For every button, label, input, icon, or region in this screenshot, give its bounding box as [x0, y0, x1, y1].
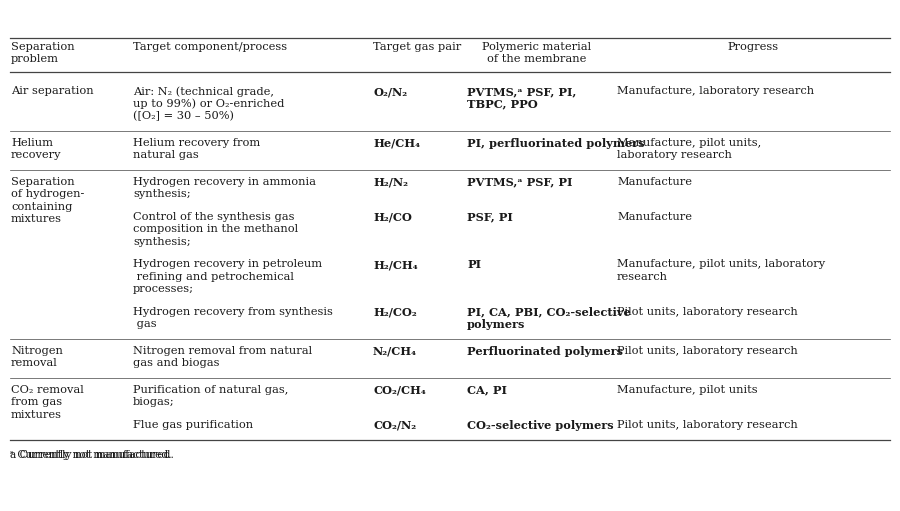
Text: Manufacture, laboratory research: Manufacture, laboratory research	[617, 86, 814, 96]
Text: CO₂/N₂: CO₂/N₂	[373, 420, 416, 430]
Text: of the membrane: of the membrane	[487, 54, 587, 64]
Text: PI, CA, PBI, CO₂-selective: PI, CA, PBI, CO₂-selective	[467, 307, 631, 317]
Text: polymers: polymers	[467, 319, 526, 330]
Text: Polymeric material: Polymeric material	[482, 42, 591, 52]
Text: Helium recovery from: Helium recovery from	[133, 137, 260, 148]
Text: biogas;: biogas;	[133, 397, 175, 407]
Text: Manufacture: Manufacture	[617, 212, 692, 221]
Text: H₂/CO: H₂/CO	[373, 212, 412, 222]
Text: Purification of natural gas,: Purification of natural gas,	[133, 384, 288, 394]
Text: from gas: from gas	[11, 397, 62, 407]
Text: ᵃ: ᵃ	[10, 450, 13, 459]
Text: Hydrogen recovery in petroleum: Hydrogen recovery in petroleum	[133, 259, 322, 269]
Text: Currently not manufactured.: Currently not manufactured.	[14, 450, 172, 460]
Text: Separation: Separation	[11, 176, 75, 187]
Text: ([O₂] = 30 – 50%): ([O₂] = 30 – 50%)	[133, 111, 234, 121]
Text: of hydrogen-: of hydrogen-	[11, 189, 85, 199]
Text: H₂/CO₂: H₂/CO₂	[373, 307, 417, 317]
Text: problem: problem	[11, 54, 59, 64]
Text: Flue gas purification: Flue gas purification	[133, 420, 253, 430]
Text: Target gas pair: Target gas pair	[373, 42, 461, 52]
Text: N₂/CH₄: N₂/CH₄	[373, 345, 417, 357]
Text: O₂/N₂: O₂/N₂	[373, 86, 407, 97]
Text: Manufacture: Manufacture	[617, 176, 692, 187]
Text: TBPC, PPO: TBPC, PPO	[467, 99, 538, 109]
Text: Pilot units, laboratory research: Pilot units, laboratory research	[617, 307, 797, 316]
Text: H₂/CH₄: H₂/CH₄	[373, 259, 418, 270]
Text: Air: N₂ (technical grade,: Air: N₂ (technical grade,	[133, 86, 274, 97]
Text: a Currently not manufactured.: a Currently not manufactured.	[10, 450, 174, 460]
Text: Pilot units, laboratory research: Pilot units, laboratory research	[617, 420, 797, 430]
Text: PVTMS,ᵃ PSF, PI: PVTMS,ᵃ PSF, PI	[467, 176, 572, 188]
Text: synthesis;: synthesis;	[133, 189, 191, 199]
Text: gas and biogas: gas and biogas	[133, 358, 220, 368]
Text: mixtures: mixtures	[11, 409, 62, 420]
Text: PSF, PI: PSF, PI	[467, 212, 513, 222]
Text: Nitrogen: Nitrogen	[11, 345, 63, 356]
Text: Hydrogen recovery in ammonia: Hydrogen recovery in ammonia	[133, 176, 316, 187]
Text: CO₂ removal: CO₂ removal	[11, 384, 84, 394]
Text: Helium: Helium	[11, 137, 53, 148]
Text: containing: containing	[11, 201, 72, 212]
Text: CA, PI: CA, PI	[467, 384, 507, 396]
Text: synthesis;: synthesis;	[133, 237, 191, 246]
Text: Hydrogen recovery from synthesis: Hydrogen recovery from synthesis	[133, 307, 333, 316]
Text: Progress: Progress	[728, 42, 779, 52]
Text: up to 99%) or O₂-enriched: up to 99%) or O₂-enriched	[133, 99, 284, 109]
Text: Control of the synthesis gas: Control of the synthesis gas	[133, 212, 294, 221]
Text: H₂/N₂: H₂/N₂	[373, 176, 408, 188]
Text: Air separation: Air separation	[11, 86, 94, 96]
Text: Manufacture, pilot units,: Manufacture, pilot units,	[617, 137, 761, 148]
Text: CO₂-selective polymers: CO₂-selective polymers	[467, 420, 614, 430]
Text: refining and petrochemical: refining and petrochemical	[133, 271, 294, 282]
Text: Manufacture, pilot units: Manufacture, pilot units	[617, 384, 758, 394]
Text: PVTMS,ᵃ PSF, PI,: PVTMS,ᵃ PSF, PI,	[467, 86, 576, 97]
Text: Manufacture, pilot units, laboratory: Manufacture, pilot units, laboratory	[617, 259, 825, 269]
Text: Nitrogen removal from natural: Nitrogen removal from natural	[133, 345, 312, 356]
Text: Perfluorinated polymers: Perfluorinated polymers	[467, 345, 623, 357]
Text: composition in the methanol: composition in the methanol	[133, 224, 298, 234]
Text: gas: gas	[133, 319, 157, 329]
Text: Pilot units, laboratory research: Pilot units, laboratory research	[617, 345, 797, 356]
Text: PI, perfluorinated polymers: PI, perfluorinated polymers	[467, 137, 644, 149]
Text: PI: PI	[467, 259, 481, 270]
Text: laboratory research: laboratory research	[617, 150, 732, 160]
Text: natural gas: natural gas	[133, 150, 199, 160]
Text: processes;: processes;	[133, 284, 194, 294]
Text: CO₂/CH₄: CO₂/CH₄	[373, 384, 426, 396]
Text: mixtures: mixtures	[11, 214, 62, 224]
Text: He/CH₄: He/CH₄	[373, 137, 420, 149]
Text: research: research	[617, 271, 668, 282]
Text: removal: removal	[11, 358, 58, 368]
Text: Target component/process: Target component/process	[133, 42, 287, 52]
Text: Separation: Separation	[11, 42, 75, 52]
Text: recovery: recovery	[11, 150, 61, 160]
